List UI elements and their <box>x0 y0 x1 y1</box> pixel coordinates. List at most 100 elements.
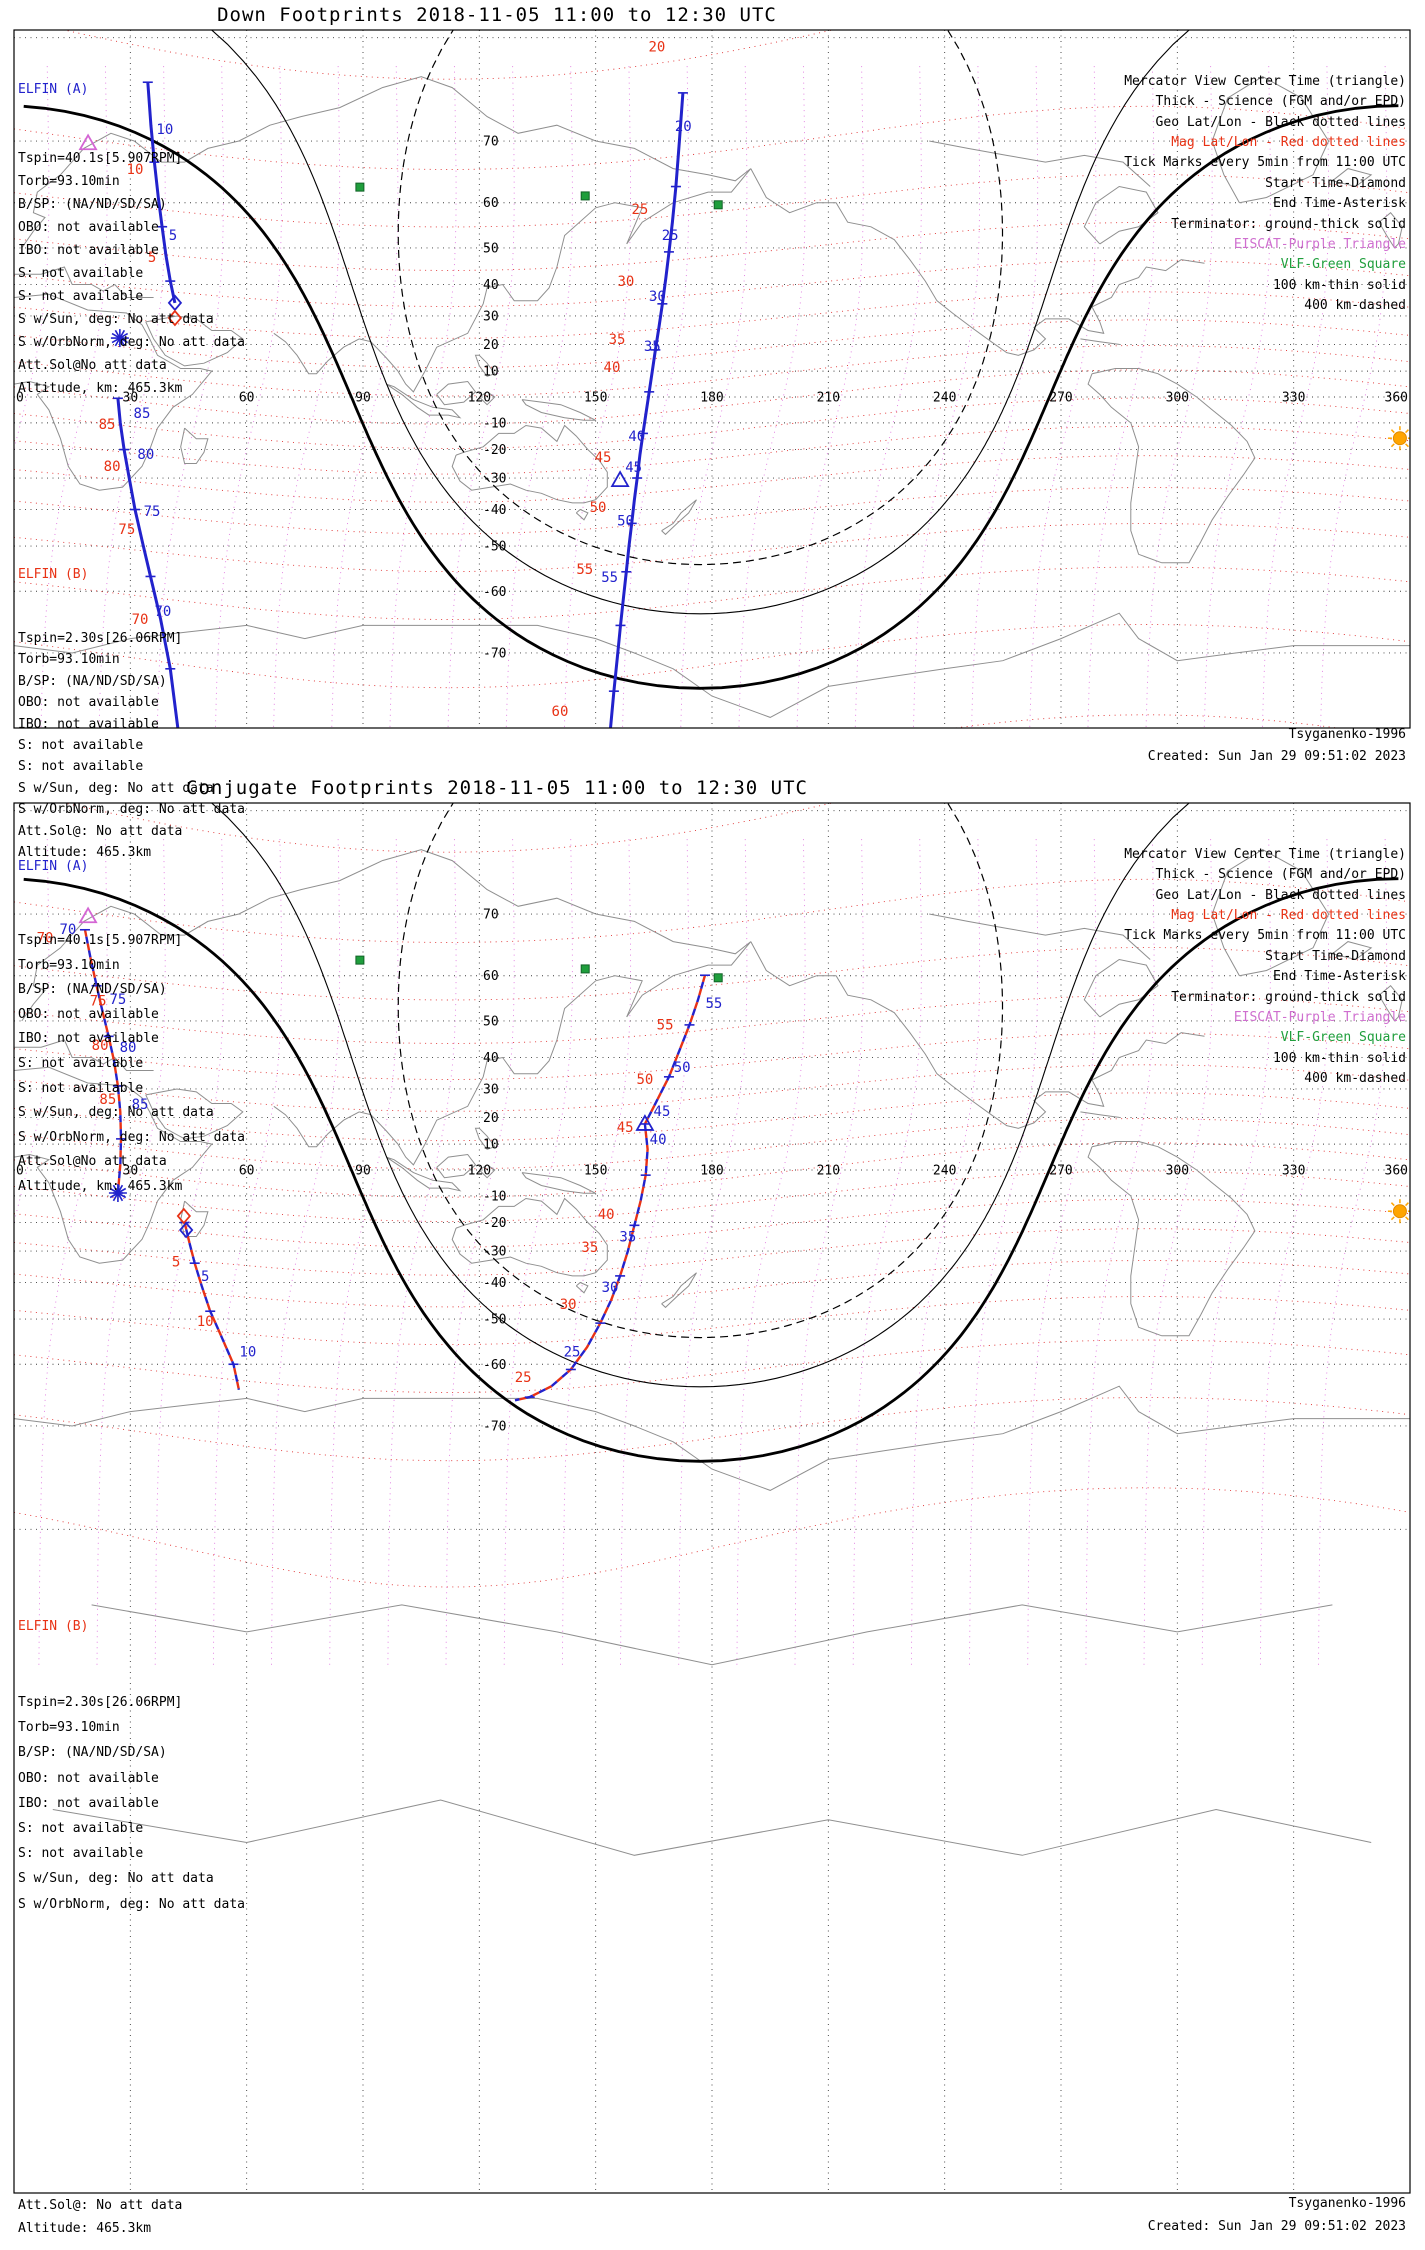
elfin-a-info-down: ELFIN (A) Tspin=40.1s[5.907RPM] Torb=93.1… <box>18 32 245 446</box>
mag-lat-line <box>14 1296 1410 1346</box>
lat-axis-label: 50 <box>483 1014 499 1029</box>
elfin-a-heading: ELFIN (A) <box>18 859 89 875</box>
lat-axis-label: -50 <box>483 1313 506 1328</box>
lon-axis-label: 330 <box>1282 1164 1305 1179</box>
track-label: 45 <box>654 1104 671 1120</box>
terminator-400km <box>397 803 1004 1339</box>
lat-axis-label: 60 <box>483 196 499 211</box>
info-line: S w/OrbNorm, deg: No att data <box>18 802 245 818</box>
sun-ray <box>1390 1216 1395 1221</box>
elfin-b-footprint-south-track: 85 80 75 70 85 80 75 70 <box>99 397 180 728</box>
start-time-diamond-marker <box>178 1221 194 1239</box>
vlf-square-marker <box>713 973 723 983</box>
sun-ray <box>1405 1202 1409 1207</box>
legend-line: Terminator: ground-thick solid <box>1171 989 1406 1005</box>
conjugate-panel-title: Conjugate Footprints 2018-11-05 11:00 to… <box>186 777 808 799</box>
lat-axis-label: -20 <box>483 1216 506 1231</box>
legend-lines: Mercator View Center Time (triangle) Thic… <box>1124 845 1406 1090</box>
mag-lon-line <box>503 837 573 1665</box>
track-label: 30 <box>560 1297 577 1313</box>
terminator-ground <box>23 877 1399 1463</box>
coastline <box>929 140 1151 187</box>
lon-axis-label: 0 <box>16 391 24 406</box>
coastline <box>436 380 477 406</box>
track-label: 40 <box>628 429 645 445</box>
terminator-curves <box>23 803 1399 1463</box>
info-line: IBO: not available <box>18 243 159 258</box>
mag-lat-line <box>14 291 1410 339</box>
lat-axis-label: 10 <box>483 365 499 380</box>
coastline <box>52 1799 1372 1856</box>
info-line: Tspin=40.1s[5.907RPM] <box>18 932 183 948</box>
track-label: 75 <box>144 504 161 520</box>
lat-axis-label: -30 <box>483 1245 506 1260</box>
lat-axis-label: 70 <box>483 135 499 150</box>
lon-axis-label: 300 <box>1166 391 1189 406</box>
info-line: S w/OrbNorm, deg: No att data <box>18 1896 245 1912</box>
coastlines <box>14 76 1410 718</box>
info-line: Torb=93.10min <box>18 1720 120 1736</box>
lon-axis-label: 300 <box>1166 1164 1189 1179</box>
lat-axis-label: 50 <box>483 241 499 256</box>
lat-axis-label: -50 <box>483 540 506 555</box>
info-line: OBO: not available <box>18 1006 159 1022</box>
track-label: 50 <box>674 1060 691 1076</box>
legend-line: EISCAT-Purple Triangle <box>1233 237 1406 253</box>
coastline <box>358 168 752 393</box>
info-line: Att.Sol@: No att data <box>18 823 183 839</box>
geo-grid <box>14 803 1410 2193</box>
elfin-b-conjugate-south-track: 5 10 5 10 <box>172 1221 256 1391</box>
track-line-blue-dashes <box>514 974 707 1402</box>
axis-labels: 0 30 60 90 120 150 180 210 240 270 300 330 360 70 60 50… <box>16 135 1408 662</box>
mag-lat-line <box>14 1032 1410 1080</box>
model-credit-down: Tsyganenko-1996 <box>1288 727 1406 742</box>
lat-axis-label: 40 <box>483 1051 499 1066</box>
info-line: S w/Sun, deg: No att data <box>18 1871 214 1887</box>
track-label: 80 <box>120 1040 137 1056</box>
lon-axis-label: 360 <box>1385 391 1408 406</box>
info-line: IBO: not available <box>18 1031 159 1047</box>
eiscat-triangle-marker <box>78 133 98 151</box>
lon-axis-label: 240 <box>933 391 956 406</box>
info-line: Att.Sol@No att data <box>18 1154 167 1170</box>
sun-ray <box>1405 443 1409 448</box>
coastline <box>1080 338 1120 345</box>
info-line: OBO: not available <box>18 1770 159 1786</box>
lat-axis-label: 30 <box>483 1082 499 1097</box>
map-panel-down: 2025303540455055202530354045505560105105… <box>13 29 1411 729</box>
legend-line: Tick Marks every 5min from 11:00 UTC <box>1124 928 1406 944</box>
info-line: OBO: not available <box>18 695 159 711</box>
info-line: OBO: not available <box>18 220 159 235</box>
track-label: 80 <box>104 459 121 475</box>
center-time-triangle-marker <box>635 1114 655 1131</box>
mag-lon-line <box>563 64 632 728</box>
lat-axis-label: 30 <box>483 309 499 324</box>
track-label: 85 <box>132 1097 149 1113</box>
coastline <box>478 391 496 406</box>
track-label: 85 <box>134 406 151 422</box>
vlf-square-marker <box>580 191 590 201</box>
info-line: Att.Sol@: No att data <box>18 2198 183 2213</box>
track-label: 25 <box>631 202 648 218</box>
coastline <box>358 941 752 1166</box>
legend-line: Tick Marks every 5min from 11:00 UTC <box>1124 155 1406 171</box>
info-line: S: not available <box>18 1821 144 1837</box>
info-line: S w/OrbNorm, deg: No att data <box>18 335 245 350</box>
sun-disc <box>1392 431 1407 446</box>
coastline <box>521 1172 596 1194</box>
legend-line: Mercator View Center Time (triangle) <box>1124 73 1406 89</box>
elfin-a-info-lines: Tspin=40.1s[5.907RPM] Torb=93.10min B/SP: … <box>18 147 245 400</box>
vlf-square-marker <box>355 955 365 965</box>
track-label: 70 <box>59 922 76 938</box>
track-line-blue-dashes <box>83 929 123 1194</box>
coastline <box>1087 368 1256 564</box>
legend-line: Thick - Science (FGM and/or EPD) <box>1155 94 1406 110</box>
info-line: S: not available <box>18 289 144 304</box>
lon-axis-label: 180 <box>700 1164 723 1179</box>
vlf-square-marker <box>580 964 590 974</box>
coastline <box>1080 1111 1120 1118</box>
vlf-square-marker <box>713 200 723 210</box>
legend-line: VLF-Green Square <box>1280 1030 1406 1046</box>
track-label: 55 <box>576 562 593 578</box>
